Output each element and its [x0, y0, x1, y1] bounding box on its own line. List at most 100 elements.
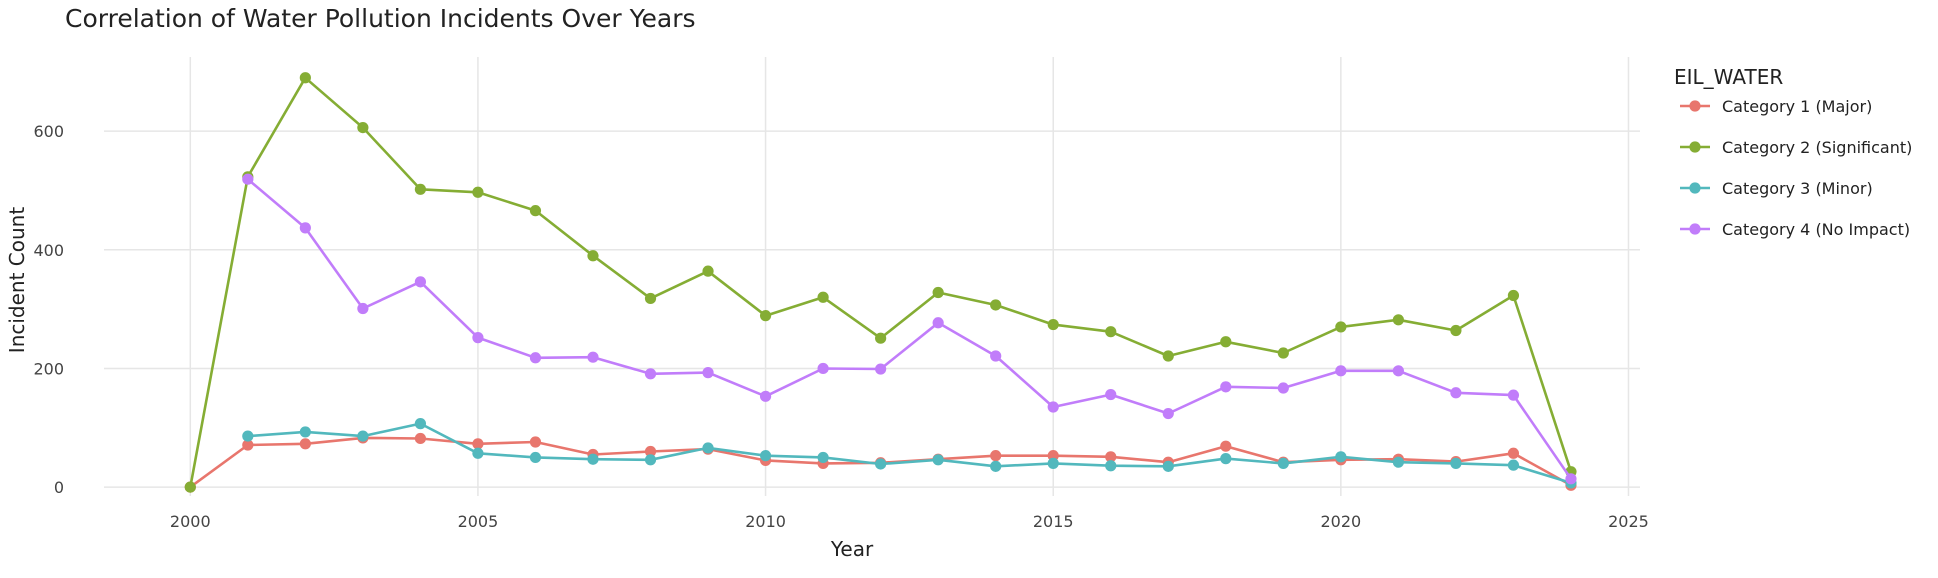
legend: EIL_WATER Category 1 (Major) Category 2 (… — [1674, 65, 1912, 239]
legend-swatch-marker — [1689, 100, 1701, 112]
data-point — [759, 390, 772, 402]
series-line — [247, 422, 1572, 485]
x-tick-label: 2020 — [1320, 512, 1361, 531]
data-point — [990, 299, 1002, 311]
x-axis-title: Year — [830, 537, 874, 561]
data-point — [587, 250, 599, 262]
data-point — [1335, 365, 1347, 377]
data-point — [1105, 451, 1117, 463]
x-tick-label: 2000 — [170, 512, 211, 531]
chart-title: Correlation of Water Pollution Incidents… — [65, 4, 696, 33]
data-point — [357, 121, 369, 134]
data-point — [644, 368, 657, 380]
data-point — [414, 183, 427, 195]
data-point — [529, 436, 542, 448]
series-line — [246, 178, 1573, 480]
legend-swatch-marker — [1689, 141, 1701, 153]
data-point — [817, 291, 829, 303]
legend-swatch-marker — [1689, 182, 1701, 194]
data-point — [1277, 457, 1289, 469]
legend-label: Category 2 (Significant) — [1722, 138, 1912, 157]
data-point — [1047, 401, 1059, 413]
legend-label: Category 1 (Major) — [1722, 97, 1872, 116]
legend-swatch-marker — [1689, 223, 1701, 235]
data-point — [644, 454, 657, 466]
data-point — [1277, 347, 1289, 359]
data-point — [184, 481, 196, 493]
data-point — [817, 451, 829, 464]
y-tick-label: 0 — [54, 478, 64, 497]
data-point — [529, 205, 542, 217]
legend-label: Category 3 (Minor) — [1722, 179, 1873, 198]
legend-item: Category 3 (Minor) — [1680, 179, 1873, 198]
y-tick-label: 200 — [33, 359, 64, 378]
legend-item: Category 4 (No Impact) — [1680, 220, 1910, 239]
data-point — [1047, 450, 1059, 462]
data-point — [472, 332, 484, 344]
data-point — [414, 418, 427, 430]
legend-item: Category 2 (Significant) — [1680, 138, 1912, 157]
data-point — [529, 451, 542, 464]
data-point — [817, 362, 829, 375]
series-3 — [242, 418, 1577, 489]
data-point — [1450, 324, 1462, 337]
data-point — [1162, 407, 1174, 420]
data-point — [932, 286, 944, 299]
data-point — [1220, 381, 1232, 393]
legend-title: EIL_WATER — [1674, 65, 1783, 89]
data-point — [1392, 456, 1404, 468]
x-tick-labels: 2000 2005 2010 2015 2020 2025 — [170, 512, 1649, 531]
data-point — [1392, 365, 1404, 377]
series-line — [189, 76, 1573, 488]
grid — [104, 57, 1640, 496]
x-tick-label: 2005 — [458, 512, 499, 531]
data-point — [1392, 314, 1404, 326]
legend-label: Category 4 (No Impact) — [1722, 220, 1910, 239]
data-point — [1162, 460, 1174, 472]
data-point — [1565, 473, 1577, 485]
data-point — [472, 447, 484, 459]
data-point — [357, 430, 369, 442]
data-point — [472, 438, 484, 450]
data-point — [587, 351, 599, 363]
data-point — [242, 430, 254, 442]
x-tick-label: 2025 — [1608, 512, 1649, 531]
data-point — [1162, 350, 1174, 362]
data-point — [1105, 460, 1117, 472]
x-tick-label: 2010 — [745, 512, 786, 531]
data-point — [1335, 451, 1347, 463]
data-point — [529, 352, 542, 364]
data-point — [1047, 318, 1059, 331]
data-point — [1507, 459, 1520, 471]
data-point — [875, 332, 887, 344]
data-point — [990, 460, 1002, 472]
y-tick-label: 400 — [33, 241, 64, 260]
data-point — [242, 173, 254, 185]
data-point — [932, 454, 944, 466]
data-point — [1450, 387, 1462, 399]
data-point — [702, 265, 714, 277]
data-point — [1220, 336, 1232, 348]
data-point — [1220, 453, 1232, 465]
data-point — [1507, 289, 1520, 302]
x-tick-label: 2015 — [1033, 512, 1074, 531]
data-point — [1220, 440, 1232, 452]
data-point — [299, 222, 311, 234]
data-point — [702, 367, 714, 379]
y-axis-title: Incident Count — [5, 207, 29, 354]
data-point — [1507, 447, 1520, 459]
legend-item: Category 1 (Major) — [1680, 97, 1872, 116]
data-point — [299, 438, 311, 450]
data-point — [242, 439, 254, 451]
data-point — [1047, 457, 1059, 469]
y-tick-label: 600 — [33, 122, 64, 141]
data-point — [990, 450, 1002, 462]
data-point — [932, 317, 944, 329]
data-point — [702, 442, 714, 454]
series-group — [184, 72, 1577, 493]
data-point — [1105, 326, 1117, 338]
data-point — [1335, 321, 1347, 333]
data-point — [644, 292, 657, 305]
